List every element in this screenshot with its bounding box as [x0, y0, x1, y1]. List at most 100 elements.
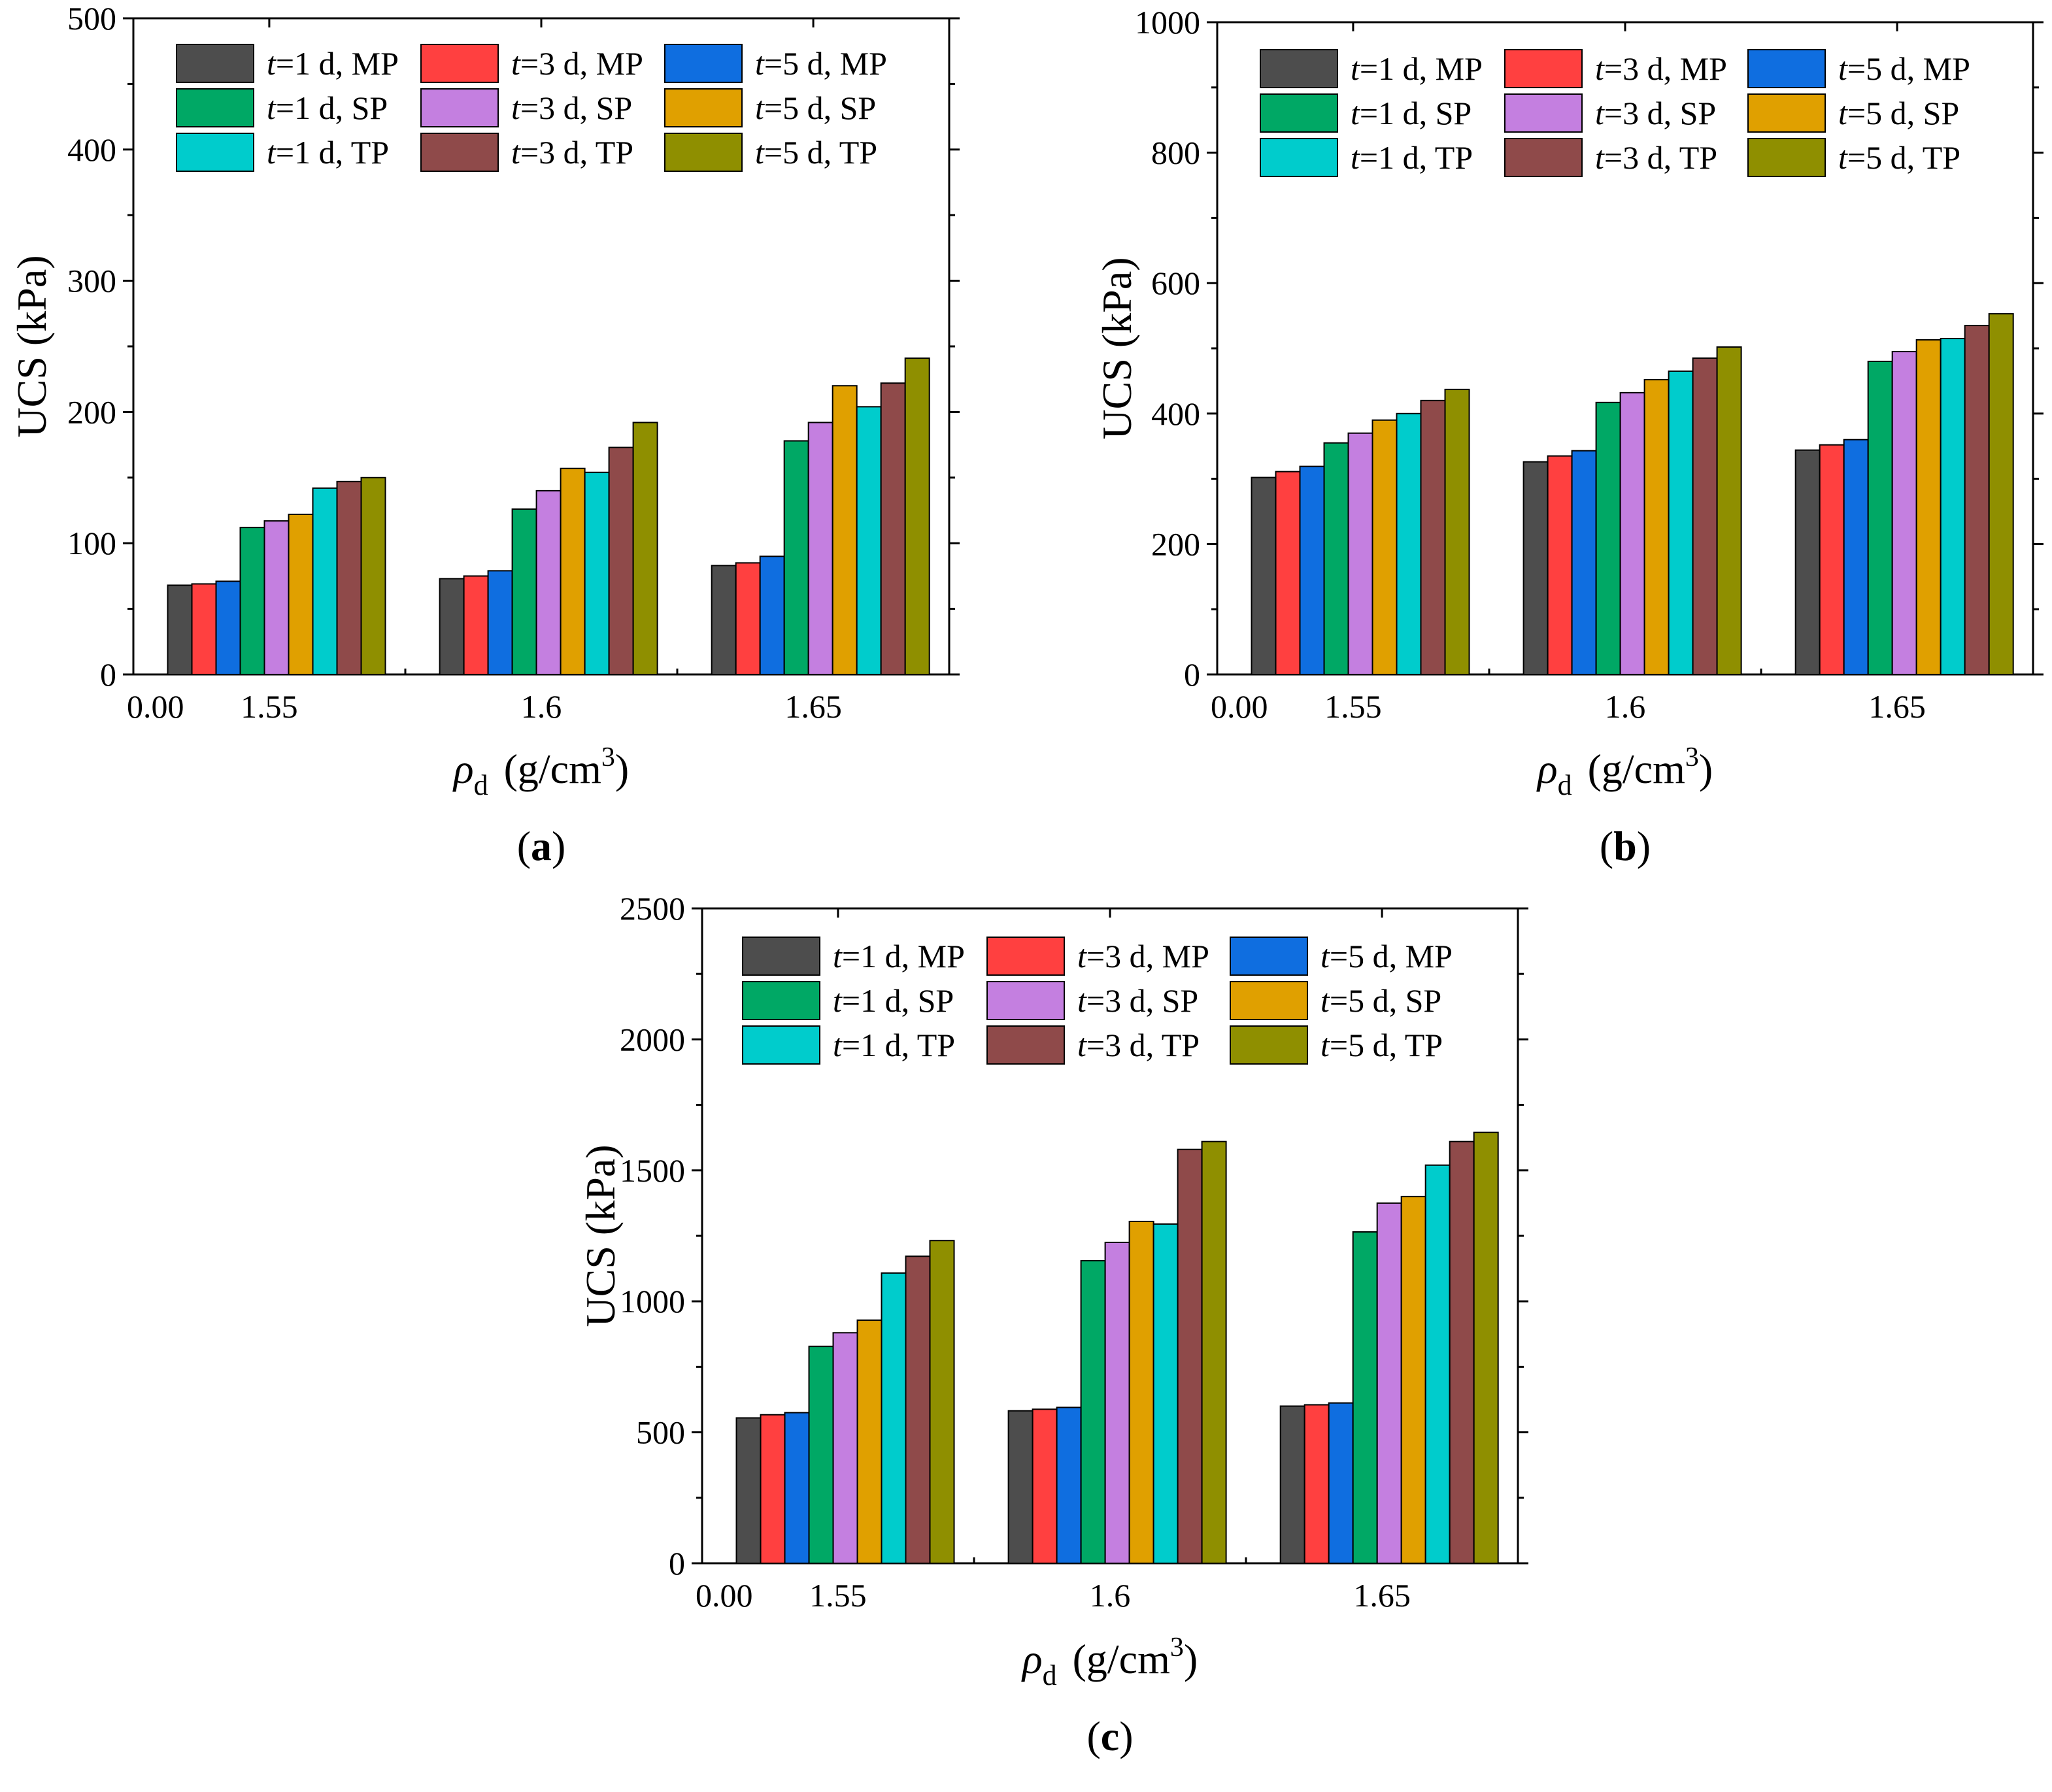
bar-tp3-1.55: [336, 480, 362, 675]
legend-swatch: [664, 44, 743, 83]
legend-swatch: [664, 88, 743, 127]
bar-sp1-1.55: [808, 1346, 834, 1565]
legend-item-mp5: t=5 d, MP: [1230, 937, 1453, 976]
bar-sp1-1.55: [239, 527, 265, 675]
x-axis-close: ): [615, 746, 629, 792]
bar-tp5-1.55: [1444, 388, 1470, 676]
legend-item-tp5: t=5 d, TP: [1230, 1025, 1443, 1065]
legend-label: t=3 d, SP: [1077, 982, 1198, 1019]
bar-sp3-1.6: [1619, 391, 1645, 675]
legend-item-sp5: t=5 d, SP: [1747, 93, 1959, 133]
legend-label-var: t: [1838, 50, 1848, 87]
y-tick-label: 1000: [1135, 4, 1200, 41]
legend-label-rest: =3 d, MP: [520, 45, 643, 82]
legend-item-sp3: t=3 d, SP: [420, 88, 632, 127]
bar-tp5-1.65: [904, 357, 930, 676]
legend-item-tp1: t=1 d, TP: [176, 133, 389, 172]
legend-label-rest: =3 d, TP: [1086, 1027, 1200, 1063]
x-axis-title: ρd (g/cm3): [1021, 1633, 1198, 1691]
legend-label-var: t: [511, 134, 521, 171]
bar-mp5-1.55: [1299, 465, 1325, 675]
y-axis-title: UCS (kPa): [1094, 257, 1140, 439]
legend-item-sp1: t=1 d, SP: [742, 981, 954, 1020]
y-tick-label: 600: [1151, 265, 1200, 301]
legend-label: t=1 d, TP: [1351, 139, 1473, 176]
y-tick-label: 500: [636, 1414, 685, 1451]
legend-label-var: t: [1320, 982, 1330, 1019]
legend-label: t=3 d, MP: [511, 45, 643, 82]
x-axis-units: (g/cm: [504, 746, 601, 792]
bar-tp3-1.6: [1692, 357, 1718, 675]
legend-label-rest: =1 d, MP: [842, 938, 965, 974]
legend-label: t=5 d, SP: [1320, 982, 1441, 1019]
bar-mp1-1.6: [1522, 461, 1549, 675]
legend-item-sp3: t=3 d, SP: [1504, 93, 1716, 133]
legend-label-var: t: [1077, 1027, 1087, 1063]
bar-sp3-1.6: [535, 489, 562, 675]
panel-label-open: (: [517, 823, 531, 869]
bar-mp3-1.6: [1547, 455, 1573, 675]
x-origin-label: 0.00: [696, 1577, 753, 1614]
bar-tp5-1.6: [1716, 346, 1742, 676]
bar-tp3-1.6: [608, 446, 634, 676]
legend-label: t=1 d, SP: [267, 90, 388, 126]
bar-sp3-1.65: [1376, 1202, 1402, 1564]
panel-label: (a): [517, 823, 566, 869]
legend-label: t=5 d, MP: [1320, 938, 1453, 974]
bar-tp5-1.55: [360, 476, 386, 675]
legend-label-rest: =1 d, TP: [276, 134, 389, 171]
legend-label: t=1 d, TP: [267, 134, 389, 171]
legend-item-sp3: t=3 d, SP: [986, 981, 1198, 1020]
legend-label-var: t: [1077, 982, 1087, 1019]
bar-sp1-1.6: [511, 508, 537, 675]
bar-mp5-1.6: [1056, 1406, 1082, 1564]
legend-item-mp5: t=5 d, MP: [664, 44, 887, 83]
y-tick-label: 1000: [620, 1283, 685, 1319]
legend-label: t=5 d, MP: [1838, 50, 1970, 87]
bar-sp5-1.55: [288, 514, 314, 675]
x-axis-superscript: 3: [1170, 1633, 1184, 1663]
legend-label-rest: =5 d, TP: [1847, 139, 1960, 176]
legend-label-rest: =5 d, SP: [1330, 982, 1441, 1019]
panel-label-close: ): [1637, 823, 1651, 869]
legend-item-sp5: t=5 d, SP: [1230, 981, 1441, 1020]
legend-swatch: [742, 1025, 820, 1065]
legend-label-var: t: [511, 45, 521, 82]
y-tick-label: 400: [1151, 395, 1200, 432]
legend-label-rest: =5 d, MP: [1330, 938, 1453, 974]
legend-swatch: [1260, 138, 1338, 177]
bar-tp3-1.65: [880, 382, 906, 675]
legend-label-var: t: [267, 45, 277, 82]
bar-tp5-1.6: [1201, 1140, 1227, 1565]
bar-sp3-1.65: [1891, 350, 1917, 675]
bar-tp3-1.55: [1420, 399, 1446, 676]
legend-label-rest: =3 d, SP: [1604, 95, 1716, 131]
legend-label-rest: =3 d, TP: [520, 134, 633, 171]
y-tick-label: 100: [67, 525, 116, 561]
bar-mp1-1.65: [1279, 1405, 1305, 1565]
legend-label: t=1 d, MP: [267, 45, 399, 82]
legend-item-tp1: t=1 d, TP: [742, 1025, 955, 1065]
bar-tp3-1.65: [1449, 1140, 1475, 1565]
bar-sp3-1.55: [1347, 432, 1373, 675]
y-tick-label: 0: [100, 656, 116, 693]
panel-label-letter: a: [531, 823, 552, 869]
bar-mp1-1.55: [167, 584, 193, 675]
legend-label-var: t: [1320, 938, 1330, 974]
y-tick-label: 1500: [620, 1152, 685, 1189]
bar-mp5-1.55: [215, 580, 241, 675]
legend-label-var: t: [755, 90, 765, 126]
x-tick-label: 1.65: [1868, 688, 1926, 725]
panel-label-open: (: [1600, 823, 1613, 869]
legend-swatch: [1504, 138, 1583, 177]
legend-label-var: t: [267, 134, 277, 171]
legend-label: t=5 d, TP: [755, 134, 877, 171]
legend-label: t=3 d, TP: [1077, 1027, 1200, 1063]
y-tick-label: 800: [1151, 135, 1200, 171]
bar-tp1-1.55: [881, 1272, 907, 1564]
legend-label-rest: =3 d, MP: [1604, 50, 1727, 87]
legend-item-sp1: t=1 d, SP: [1260, 93, 1472, 133]
x-axis-symbol: ρ: [1536, 746, 1558, 792]
